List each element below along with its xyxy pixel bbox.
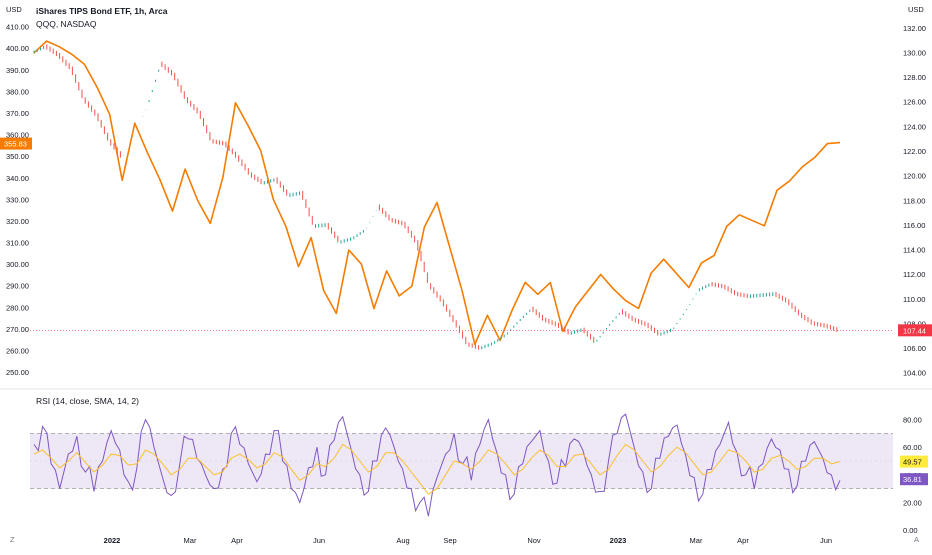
- x-axis-tick: Mar: [690, 536, 703, 545]
- right-axis-tick: 106.00: [903, 344, 926, 353]
- left-axis-tick: 390.00: [6, 66, 29, 75]
- right-axis-unit: USD: [908, 5, 924, 14]
- rsi-legend: RSI (14, close, SMA, 14, 2): [36, 396, 139, 406]
- x-axis-tick: Aug: [396, 536, 409, 545]
- left-axis-unit: USD: [6, 5, 22, 14]
- left-axis-tick: 260.00: [6, 346, 29, 355]
- rsi-tag: [900, 473, 928, 486]
- left-axis-tick: 360.00: [6, 131, 29, 140]
- x-axis-tick: Apr: [737, 536, 749, 545]
- left-axis-tick: 250.00: [6, 368, 29, 377]
- x-axis-tick: 2022: [104, 536, 121, 545]
- series-line-qqq: [33, 40, 841, 346]
- right-axis-tick: 104.00: [903, 369, 926, 378]
- x-axis-tick: Apr: [231, 536, 243, 545]
- left-axis-tick: 320.00: [6, 217, 29, 226]
- right-axis-tick: 124.00: [903, 122, 926, 131]
- left-axis-tick: 410.00: [6, 23, 29, 32]
- right-axis-tick: 116.00: [903, 221, 925, 230]
- x-axis-tick: Mar: [184, 536, 197, 545]
- left-price-tag-text: 355.83: [4, 140, 27, 149]
- left-axis-tick: 300.00: [6, 260, 29, 269]
- timezone-toggle[interactable]: Z: [10, 535, 15, 544]
- left-axis-tick: 290.00: [6, 282, 29, 291]
- right-axis-tick: 114.00: [903, 246, 925, 255]
- left-axis-tick: 270.00: [6, 325, 29, 334]
- right-axis-tick: 132.00: [903, 24, 926, 33]
- right-axis-tick: 128.00: [903, 73, 926, 82]
- x-axis-tick: Jun: [313, 536, 325, 545]
- right-axis-tick: 126.00: [903, 98, 926, 107]
- left-axis-tick: 380.00: [6, 87, 29, 96]
- left-price-tag: [0, 137, 32, 150]
- left-axis-tick: 310.00: [6, 239, 29, 248]
- left-axis-tick: 280.00: [6, 303, 29, 312]
- left-axis-tick: 340.00: [6, 174, 29, 183]
- legend-title: iShares TIPS Bond ETF, 1h, Arca: [36, 6, 168, 16]
- right-axis-tick: 118.00: [903, 196, 925, 205]
- rsi-tag-text: 36.81: [903, 475, 922, 484]
- left-axis-tick: 330.00: [6, 195, 29, 204]
- rsi-axis-tick: 80.00: [903, 416, 922, 425]
- right-axis-tick: 122.00: [903, 147, 926, 156]
- right-axis-tick: 108.00: [903, 319, 926, 328]
- x-axis-tick: Nov: [527, 536, 541, 545]
- right-axis-tick: 120.00: [903, 172, 926, 181]
- x-axis-tick: Jun: [820, 536, 832, 545]
- left-axis-tick: 370.00: [6, 109, 29, 118]
- right-axis-tick: 112.00: [903, 270, 925, 279]
- left-axis-tick: 400.00: [6, 44, 29, 53]
- x-axis-tick: 2023: [610, 536, 627, 545]
- right-price-tag: [898, 324, 932, 337]
- rsi-ma-tag: [900, 455, 928, 468]
- auto-scale-toggle[interactable]: A: [914, 535, 920, 544]
- legend: iShares TIPS Bond ETF, 1h, Arca QQQ, NAS…: [36, 5, 167, 31]
- legend-compare: QQQ, NASDAQ: [36, 19, 97, 29]
- rsi-axis-tick: 20.00: [903, 498, 922, 507]
- rsi-axis-tick: 0.00: [903, 526, 918, 535]
- left-axis-tick: 350.00: [6, 152, 29, 161]
- rsi-ma-line: [33, 443, 841, 495]
- right-price-tag-text: 107.44: [903, 326, 926, 335]
- rsi-axis-tick: 60.00: [903, 443, 922, 452]
- x-axis-tick: Sep: [443, 536, 456, 545]
- right-axis-tick: 130.00: [903, 48, 926, 57]
- rsi-line: [33, 413, 841, 517]
- rsi-ma-tag-text: 49.57: [903, 458, 922, 467]
- right-axis-tick: 110.00: [903, 295, 925, 304]
